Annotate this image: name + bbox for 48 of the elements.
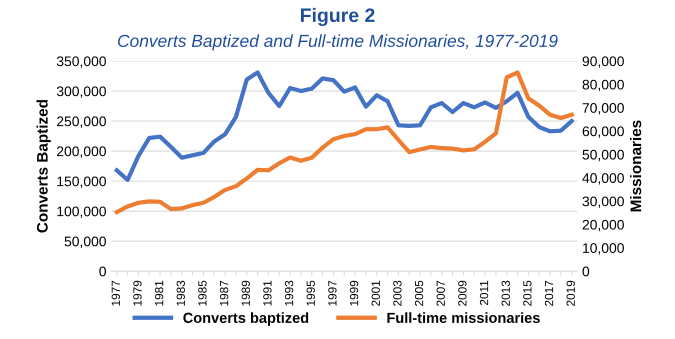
line-series (114, 70, 574, 214)
legend-label: Converts baptized (183, 312, 308, 326)
x-tick-label: 2011 (480, 280, 488, 306)
x-tick-label: 2009 (458, 280, 467, 306)
x-tick-label: 1993 (284, 280, 294, 306)
y2-tick-label: 80,000 (582, 80, 624, 92)
y2-tick-label: 90,000 (582, 56, 624, 68)
x-tick-label: 2001 (372, 280, 380, 306)
legend-label: Full-time missionaries (387, 312, 540, 323)
line-series (114, 70, 574, 182)
y-tick-label: 0 (99, 266, 106, 276)
x-tick-label: 1983 (176, 280, 185, 306)
y2-axis-title: Missionaries (630, 120, 642, 212)
x-tick-label: 2019 (566, 280, 575, 306)
y2-tick-label: 0 (582, 266, 590, 276)
x-tick-label: 2005 (414, 280, 424, 306)
y-tick-label: 350,000 (56, 56, 106, 68)
y-axis-title: Converts Baptized (36, 100, 51, 233)
x-tick-label: 1985 (198, 280, 207, 306)
x-tick-label: 1987 (220, 280, 228, 306)
x-tick-label: 2017 (544, 280, 554, 306)
y-tick-label: 200,000 (57, 146, 106, 158)
y2-tick-label: 20,000 (582, 220, 624, 232)
x-tick-label: 2007 (436, 280, 445, 306)
x-tick-label: 1997 (328, 280, 337, 306)
x-tick-label: 1977 (112, 280, 120, 306)
y-tick-label: 150,000 (57, 176, 106, 188)
y2-tick-label: 40,000 (582, 173, 624, 185)
chart-title: Figure 2 (300, 8, 375, 26)
x-tick-label: 2003 (393, 280, 402, 306)
x-tick-label: 1979 (133, 280, 142, 306)
y-tick-label: 100,000 (57, 206, 106, 218)
x-tick-label: 1999 (350, 280, 358, 306)
x-tick-label: 1989 (242, 280, 250, 306)
chart-subtitle: Converts Baptized and Full-time Missionaries, 1977-2019 (118, 34, 558, 50)
x-tick-label: 1981 (154, 280, 164, 306)
x-tick-label: 2015 (523, 280, 532, 306)
y2-tick-label: 60,000 (582, 126, 624, 138)
y2-tick-label: 70,000 (582, 103, 624, 115)
y2-tick-label: 10,000 (583, 243, 624, 255)
y-tick-label: 50,000 (64, 236, 106, 248)
x-tick-label: 1991 (263, 280, 272, 306)
y2-tick-label: 50,000 (582, 150, 624, 162)
y2-tick-label: 30,000 (582, 196, 624, 208)
x-tick-label: 2013 (502, 280, 510, 306)
x-tick-label: 1995 (306, 280, 315, 306)
y-tick-label: 250,000 (57, 116, 106, 128)
y-tick-label: 300,000 (56, 86, 106, 98)
